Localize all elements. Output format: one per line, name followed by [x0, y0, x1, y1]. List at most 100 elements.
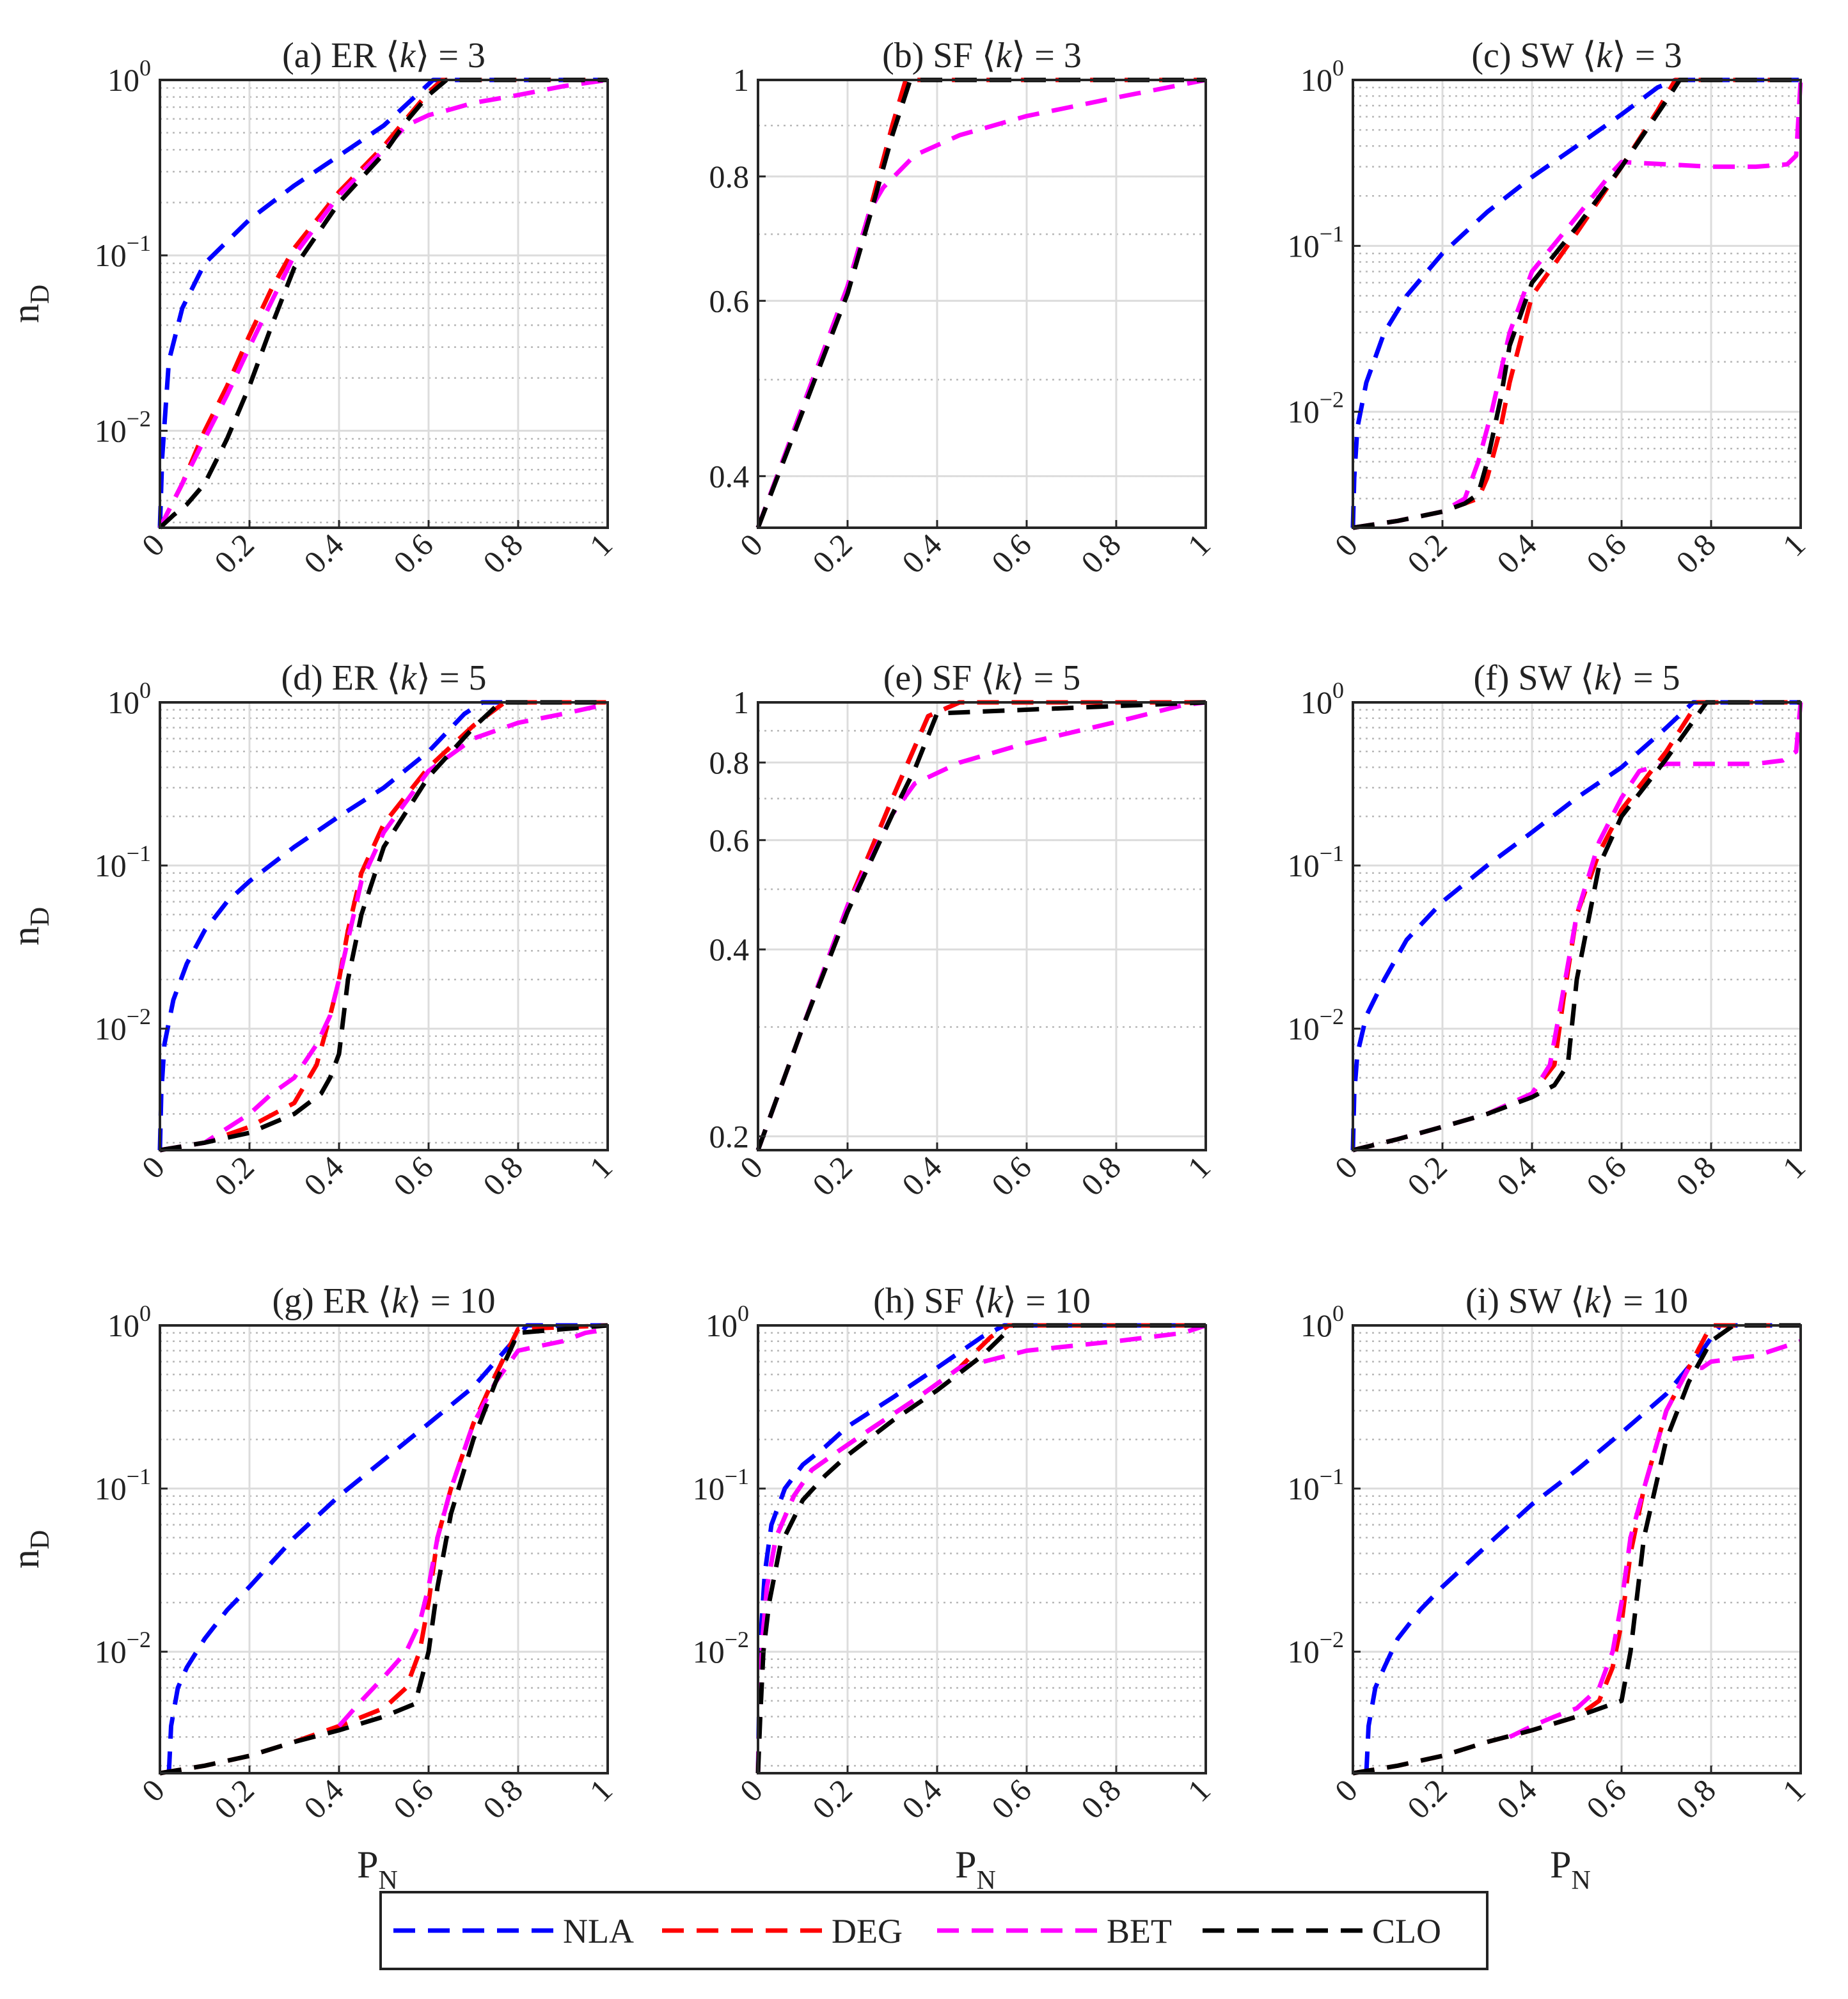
- y-tick-base: 10: [107, 62, 139, 98]
- y-tick-base: 10: [95, 237, 127, 273]
- series-group: [159, 1323, 608, 1776]
- x-tick-label: 0.2: [805, 1772, 859, 1826]
- panel-title-k: k: [1594, 658, 1611, 698]
- minor-grid: [1353, 1332, 1801, 1767]
- y-tick-exponent: 0: [738, 1300, 749, 1326]
- x-tick-label: 1: [583, 1149, 619, 1185]
- series-group: [157, 77, 608, 530]
- series-clo-line: [1352, 700, 1801, 1153]
- x-tick-label: 0: [135, 1772, 171, 1808]
- y-axis-label-main: n: [4, 926, 47, 945]
- y-tick-exponent: −1: [127, 230, 151, 256]
- x-axis-label-main: P: [357, 1844, 378, 1886]
- panel-title-k: k: [987, 1281, 1004, 1321]
- y-tick-base: 0.4: [709, 458, 750, 494]
- y-tick-exponent: −1: [127, 841, 151, 866]
- y-tick-exponent: −2: [1320, 387, 1344, 413]
- panel-title: (h) SF ⟨k⟩ = 10: [873, 1281, 1091, 1321]
- y-tick-base: 10: [1288, 1471, 1320, 1506]
- legend-box: [379, 1891, 1489, 1970]
- x-tick-label: 1: [1181, 1772, 1217, 1808]
- series-bet-line: [159, 700, 609, 1153]
- y-tick-base: 10: [107, 684, 139, 720]
- series-group: [1352, 1323, 1802, 1776]
- y-tick-label: 0.6: [709, 822, 750, 858]
- y-tick-label: 0.4: [709, 931, 750, 967]
- x-tick-label: 0.2: [1400, 1772, 1454, 1826]
- x-tick-label: 0: [135, 526, 171, 563]
- y-tick-exponent: −1: [1320, 1464, 1344, 1489]
- x-tick-label: 0.6: [1579, 1149, 1633, 1203]
- series-clo-line: [158, 77, 608, 530]
- series-bet-line: [337, 1327, 608, 1728]
- y-tick-base: 10: [95, 413, 127, 448]
- panel-title-part: (b) SF ⟨: [882, 36, 995, 75]
- series-clo-line: [159, 1323, 608, 1776]
- x-tick-label: 0.4: [895, 1772, 949, 1826]
- y-tick-label: 1: [733, 684, 749, 720]
- y-tick-exponent: −2: [127, 1004, 151, 1029]
- plot-area: [160, 80, 608, 528]
- y-tick-exponent: −1: [1320, 841, 1344, 866]
- minor-grid: [160, 1332, 608, 1767]
- x-tick-label: 0.8: [476, 526, 530, 580]
- y-tick-base: 10: [693, 1471, 725, 1506]
- legend-items: NLA DEG BET CLO: [393, 1912, 1441, 1950]
- x-tick-label: 0.4: [297, 526, 351, 580]
- legend-label-bet: BET: [1107, 1912, 1172, 1950]
- y-tick-exponent: −2: [127, 1627, 151, 1652]
- x-tick-label: 0.4: [297, 1149, 351, 1203]
- plot-area: [758, 702, 1206, 1150]
- series-bet-line: [157, 77, 608, 529]
- panel-title-part: ⟩ = 3: [1011, 36, 1081, 75]
- x-tick-label: 0: [1328, 1149, 1364, 1185]
- axes-frame: [1352, 1324, 1802, 1774]
- y-tick-base: 10: [1300, 684, 1332, 720]
- x-axis-label: PN: [1550, 1844, 1591, 1895]
- minor-grid: [160, 87, 608, 524]
- panel-title-k: k: [996, 36, 1013, 75]
- y-tick-base: 10: [706, 1308, 738, 1343]
- series-group: [1350, 700, 1803, 1153]
- y-axis-label-main: n: [4, 1549, 47, 1568]
- y-tick-label: 100: [1300, 1300, 1344, 1343]
- x-tick-label: 0: [1328, 526, 1364, 563]
- y-tick-exponent: −1: [127, 1464, 151, 1489]
- y-tick-base: 1: [733, 684, 749, 720]
- x-tick-label: 0.2: [805, 1149, 859, 1203]
- y-tick-exponent: −2: [1320, 1004, 1344, 1029]
- series-clo-line: [1352, 77, 1801, 530]
- series-nla-line: [1350, 77, 1801, 528]
- y-tick-label: 100: [107, 1300, 151, 1343]
- y-tick-label: 10−1: [693, 1464, 749, 1506]
- x-tick-label: 0.4: [895, 1149, 949, 1203]
- panel-title-part: ⟩ = 3: [1612, 36, 1682, 75]
- series-nla-line: [157, 700, 608, 1151]
- y-tick-exponent: −2: [725, 1627, 749, 1652]
- legend-label-nla: NLA: [563, 1912, 634, 1950]
- x-tick-label: 0.8: [1669, 526, 1723, 580]
- x-tick-label: 1: [583, 1772, 619, 1808]
- x-axis-label-sub: N: [977, 1866, 996, 1895]
- y-tick-base: 0.8: [709, 159, 750, 194]
- minor-grid: [758, 1332, 1206, 1767]
- panel-title-part: (e) SF ⟨: [883, 658, 995, 698]
- x-axis-label: PN: [955, 1844, 996, 1895]
- plot-area: [160, 1325, 608, 1773]
- x-tick-label: 0.6: [1579, 526, 1633, 580]
- series-bet-line: [755, 700, 1206, 1151]
- panel-title-part: ⟩ = 5: [1610, 658, 1680, 698]
- y-tick-base: 0.6: [709, 283, 750, 319]
- y-tick-base: 10: [693, 1634, 725, 1670]
- y-tick-base: 10: [1288, 848, 1320, 883]
- x-tick-label: 0.2: [1400, 1149, 1454, 1203]
- y-tick-label: 0.8: [709, 745, 750, 780]
- x-axis-label-sub: N: [379, 1866, 398, 1895]
- series-group: [1350, 77, 1803, 530]
- axes-frame: [159, 1324, 609, 1774]
- series-bet-line: [1352, 79, 1803, 530]
- y-tick-exponent: −1: [725, 1464, 749, 1489]
- panel-title: (f) SW ⟨k⟩ = 5: [1473, 658, 1680, 698]
